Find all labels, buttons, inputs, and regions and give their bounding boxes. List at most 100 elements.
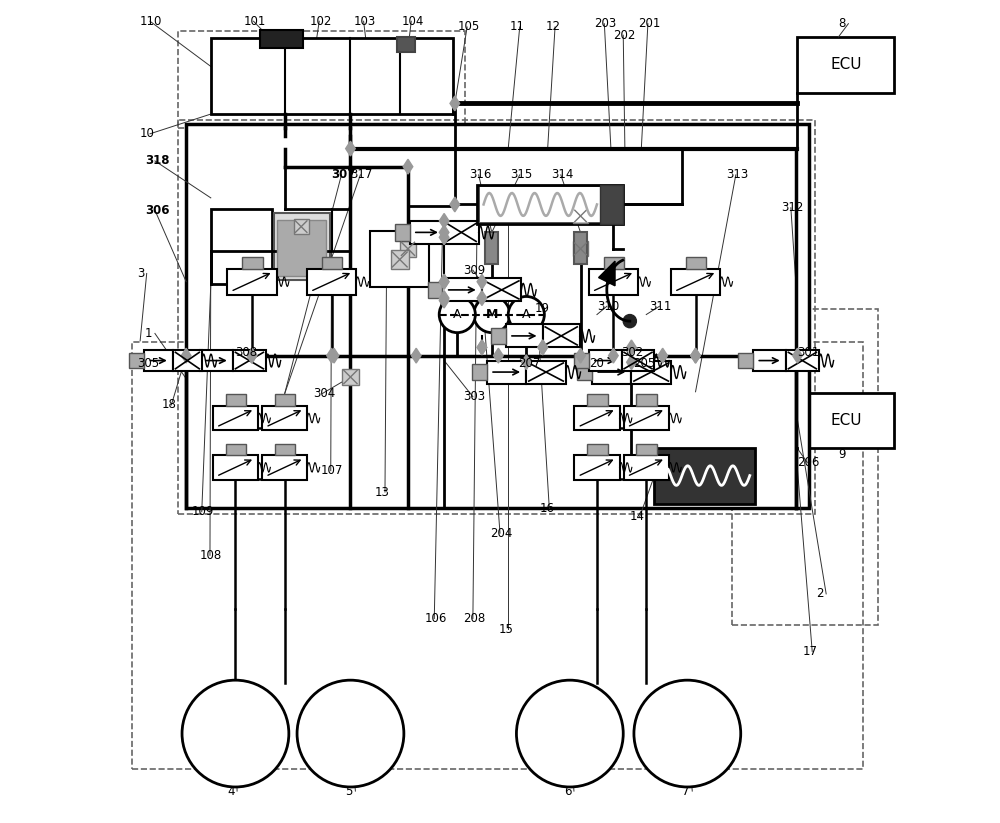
Bar [600,184,623,224]
Polygon shape [439,291,449,305]
Bar [604,257,624,268]
Bar [262,406,307,430]
Text: 207: 207 [518,357,540,370]
Bar [410,221,444,244]
Polygon shape [521,355,531,370]
Bar [262,455,307,480]
Bar [395,224,410,240]
Polygon shape [403,160,413,174]
Text: 313: 313 [726,169,748,181]
Bar [370,230,429,286]
Bar [129,353,144,368]
Polygon shape [247,348,257,363]
Polygon shape [346,142,355,156]
Bar [144,350,173,371]
Bar [178,120,815,514]
Text: A: A [522,308,531,321]
Text: 308: 308 [235,346,258,359]
Bar [671,268,720,295]
Text: 13: 13 [375,486,390,499]
Polygon shape [439,274,449,289]
Text: 303: 303 [463,390,485,403]
Bar [477,184,623,224]
Bar [631,360,671,384]
Bar [491,328,506,344]
Polygon shape [658,348,667,363]
Text: 8: 8 [839,17,846,30]
Bar [226,444,246,455]
Polygon shape [181,348,191,363]
Bar [242,257,263,268]
Polygon shape [793,348,802,363]
Bar [442,278,482,301]
Bar [573,241,588,256]
Text: 304: 304 [313,387,335,400]
Text: 204: 204 [490,527,513,540]
Bar [506,324,543,347]
Polygon shape [538,340,548,355]
Polygon shape [609,348,618,363]
Text: M: M [486,308,498,321]
Text: ECU: ECU [830,413,862,428]
Bar [574,232,587,263]
Polygon shape [599,261,615,286]
Circle shape [474,296,510,332]
Bar [797,37,894,93]
Bar [275,394,295,406]
Bar [526,360,566,384]
Bar [397,37,415,52]
Bar [132,342,863,769]
Text: 316: 316 [469,169,491,181]
Bar [574,406,620,430]
Text: 1: 1 [145,327,153,340]
Bar [543,324,580,347]
Polygon shape [576,348,585,363]
Bar [226,394,246,406]
Bar [624,406,669,430]
Bar [227,268,277,295]
Text: 104: 104 [401,15,424,28]
Text: 205: 205 [633,357,655,370]
Text: 5: 5 [346,784,353,797]
Circle shape [439,296,475,332]
Circle shape [508,296,544,332]
Text: 315: 315 [510,169,532,181]
Polygon shape [439,293,449,308]
Polygon shape [691,348,700,363]
Bar [213,455,258,480]
Circle shape [297,680,404,787]
Bar [480,187,602,221]
Bar [233,350,266,371]
Bar [260,30,303,49]
Text: 302: 302 [622,346,644,359]
Text: 12: 12 [545,21,560,34]
Polygon shape [329,348,339,363]
Polygon shape [247,348,257,363]
Polygon shape [494,348,503,363]
Bar [592,360,631,384]
Circle shape [516,680,623,787]
Text: 101: 101 [244,15,266,28]
Bar [753,350,786,371]
Bar [391,250,409,268]
Text: 310: 310 [597,300,619,313]
Bar [307,268,356,295]
Text: 203: 203 [594,17,617,30]
Text: 9: 9 [839,448,846,461]
Text: 3: 3 [137,267,144,280]
Text: 307: 307 [332,169,356,181]
Text: 17: 17 [802,645,817,658]
Text: 208: 208 [463,612,485,625]
Bar [574,455,620,480]
Bar [654,448,755,504]
Bar [200,350,233,371]
Text: 10: 10 [140,128,155,140]
Text: 108: 108 [200,549,222,562]
Bar [400,240,416,257]
Text: 106: 106 [424,612,447,625]
Polygon shape [477,340,487,355]
Bar [185,353,200,368]
Bar [274,212,330,280]
Bar [587,394,608,406]
Text: 7: 7 [682,784,690,797]
